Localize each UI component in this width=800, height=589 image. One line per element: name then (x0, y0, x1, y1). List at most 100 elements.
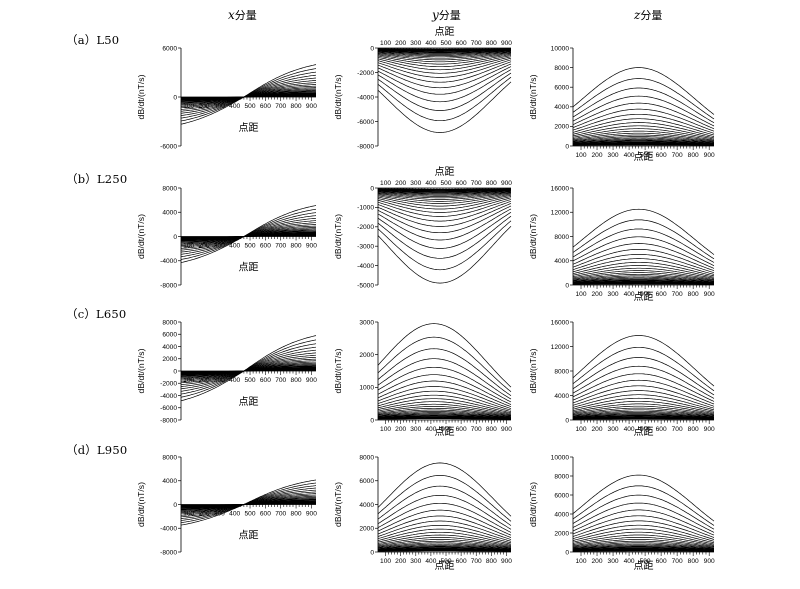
y-tick-label: 0 (173, 368, 177, 375)
series-line (572, 108, 715, 132)
x-tick-label: 300 (608, 558, 619, 565)
x-tick-label: 900 (704, 426, 715, 433)
x-tick-label: 400 (624, 426, 635, 433)
series-line (377, 66, 512, 95)
x-tick-label: 700 (471, 426, 482, 433)
y-axis-label: dB/dt/(nT/s) (528, 74, 538, 119)
y-tick-label: -8000 (160, 417, 177, 424)
series-line (377, 411, 512, 418)
series-line (572, 258, 715, 275)
series-line (377, 208, 512, 241)
series-line (572, 261, 715, 277)
series-line (572, 67, 715, 115)
series-line (572, 132, 715, 142)
series-line (377, 413, 512, 419)
series-line (572, 137, 715, 144)
series-line (377, 475, 512, 522)
series-line (572, 515, 715, 538)
series-line (377, 52, 512, 61)
series-line (572, 544, 715, 550)
x-tick-label: 300 (214, 511, 225, 518)
series-line (572, 407, 715, 416)
x-tick-label: 800 (291, 243, 302, 250)
series-line (377, 390, 512, 411)
y-tick-label: 12000 (551, 210, 570, 217)
y-tick-label: 16000 (551, 319, 570, 326)
y-axis-label: dB/dt/(nT/s) (528, 348, 538, 393)
x-tick-label: 400 (624, 152, 635, 159)
series-line (377, 57, 512, 74)
series-line (377, 520, 512, 540)
series-line (377, 63, 512, 89)
x-tick-label: 900 (306, 243, 317, 250)
x-tick-label: 100 (183, 511, 194, 518)
x-tick-label: 800 (486, 426, 497, 433)
series-line (378, 418, 511, 420)
series-line (572, 219, 715, 260)
x-tick-label: 900 (501, 558, 512, 565)
series-line (572, 394, 715, 411)
x-tick-label: 300 (608, 291, 619, 298)
x-tick-label: 200 (592, 558, 603, 565)
x-tick-label: 900 (306, 511, 317, 518)
row-label-d: （d）L950 (66, 443, 128, 457)
y-axis-label: dB/dt/(nT/s) (528, 482, 538, 527)
series-line (377, 407, 512, 417)
x-tick-label: 500 (441, 180, 452, 187)
y-tick-label: -4000 (160, 526, 177, 533)
y-tick-label: 4000 (554, 511, 569, 518)
y-tick-label: 8000 (162, 319, 177, 326)
y-tick-label: 4000 (554, 393, 569, 400)
panel-a-y: -8000 -6000 -4000 -2000 0 100 200 300 400 500 600 7… (333, 26, 512, 150)
x-tick-label: 100 (380, 180, 391, 187)
x-tick-label: 700 (275, 377, 286, 384)
series-line (572, 531, 715, 545)
x-tick-label: 300 (410, 180, 421, 187)
series-line (572, 385, 715, 407)
series-line (377, 197, 512, 213)
y-tick-label: 0 (565, 143, 569, 150)
x-tick-label: 200 (592, 291, 603, 298)
y-tick-label: 10000 (551, 45, 570, 52)
series-line (377, 193, 512, 202)
x-tick-label: 300 (608, 426, 619, 433)
series-line (377, 545, 512, 550)
x-tick-label: 600 (656, 152, 667, 159)
series-line (377, 61, 512, 83)
x-tick-label: 900 (704, 291, 715, 298)
y-tick-label: 0 (565, 549, 569, 556)
series-line (377, 495, 512, 530)
series-line (377, 189, 511, 192)
series-line (377, 374, 512, 405)
series-line (572, 275, 715, 282)
series-line (572, 139, 715, 144)
y-tick-label: 6000 (162, 332, 177, 339)
panel-d-z: 0 2000 4000 6000 8000 10000 100 200 300 400 500 600… (528, 454, 715, 572)
x-tick-label: 500 (245, 511, 256, 518)
y-tick-label: 6000 (162, 45, 177, 52)
series-line (572, 141, 715, 145)
series-line (572, 278, 715, 284)
x-tick-label: 800 (486, 558, 497, 565)
y-tick-label: 2000 (359, 526, 374, 533)
y-tick-label: -4000 (357, 94, 374, 101)
y-tick-label: -5000 (357, 282, 374, 289)
series-line (572, 122, 715, 137)
series-line (572, 134, 715, 142)
series-line (572, 502, 715, 533)
y-tick-label: 0 (565, 282, 569, 289)
series-line (377, 502, 512, 533)
series-line (572, 249, 715, 272)
series-line (377, 49, 512, 54)
series-line (377, 203, 512, 227)
x-tick-label: 800 (291, 511, 302, 518)
y-tick-label: -2000 (357, 224, 374, 231)
y-tick-label: 8000 (554, 473, 569, 480)
series-line (572, 118, 715, 136)
series-line (377, 191, 512, 199)
x-tick-label: 600 (656, 291, 667, 298)
y-tick-label: 16000 (551, 185, 570, 192)
x-tick-label: 700 (275, 103, 286, 110)
x-tick-label: 400 (229, 103, 240, 110)
y-tick-label: 4000 (162, 210, 177, 217)
